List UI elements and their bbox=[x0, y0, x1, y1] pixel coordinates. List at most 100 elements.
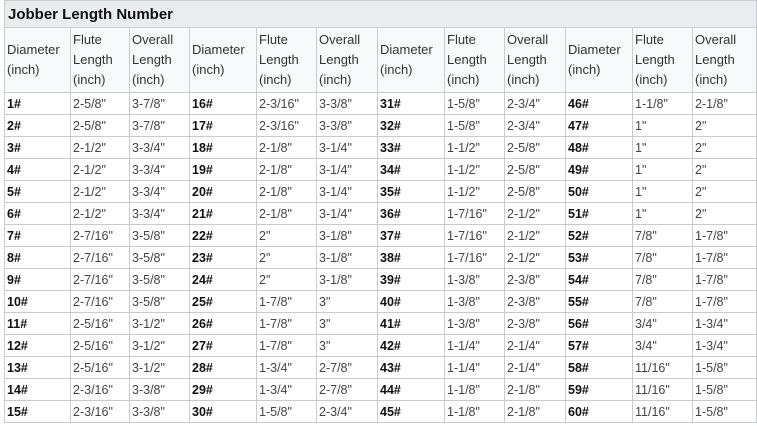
cell-flute-length: 1-1/2" bbox=[444, 158, 505, 181]
cell-flute-length: 2-1/8" bbox=[256, 158, 317, 181]
header-diameter-line: (inch) bbox=[380, 62, 413, 77]
cell-flute-length: 3/4" bbox=[632, 334, 693, 357]
cell-overall-length: 2-3/4" bbox=[504, 92, 566, 115]
header-overall-line: (inch) bbox=[319, 72, 352, 87]
cell-flute-length: 1-7/8" bbox=[256, 334, 317, 357]
cell-diameter: 39# bbox=[377, 268, 445, 291]
cell-overall-length: 3" bbox=[316, 334, 378, 357]
table-row: 5# 2-1/2" 3-3/4" 20# 2-1/8" 3-1/4" 35# 1-1/2" 2-… bbox=[4, 180, 757, 203]
cell-flute-length: 2-1/2" bbox=[70, 158, 130, 181]
header-flute-line: Flute bbox=[635, 32, 664, 47]
cell-flute-length: 1" bbox=[632, 114, 693, 137]
cell-diameter: 22# bbox=[189, 224, 257, 247]
cell-diameter: 52# bbox=[565, 224, 633, 247]
cell-overall-length: 2-5/8" bbox=[504, 136, 566, 159]
cell-diameter: 55# bbox=[565, 290, 633, 313]
cell-diameter: 48# bbox=[565, 136, 633, 159]
cell-diameter: 32# bbox=[377, 114, 445, 137]
cell-flute-length: 7/8" bbox=[632, 268, 693, 291]
cell-overall-length: 3-1/8" bbox=[316, 268, 378, 291]
cell-flute-length: 1-1/4" bbox=[444, 334, 505, 357]
cell-flute-length: 1-3/8" bbox=[444, 268, 505, 291]
header-overall: Overall Length (inch) bbox=[691, 27, 757, 93]
table-row: 10# 2-7/16" 3-5/8" 25# 1-7/8" 3" 40# 1-3/8" 2-3/… bbox=[4, 290, 757, 313]
cell-diameter: 33# bbox=[377, 136, 445, 159]
cell-overall-length: 1-7/8" bbox=[691, 290, 757, 313]
cell-overall-length: 3-7/8" bbox=[129, 114, 190, 137]
cell-diameter: 19# bbox=[189, 158, 257, 181]
cell-overall-length: 3" bbox=[316, 312, 378, 335]
cell-overall-length: 2" bbox=[691, 180, 757, 203]
cell-flute-length: 1-5/8" bbox=[444, 114, 505, 137]
header-overall-line: Overall bbox=[507, 32, 549, 47]
cell-diameter: 29# bbox=[189, 378, 257, 401]
cell-diameter: 51# bbox=[565, 202, 633, 225]
cell-diameter: 18# bbox=[189, 136, 257, 159]
header-overall-line: (inch) bbox=[507, 72, 540, 87]
cell-diameter: 31# bbox=[377, 92, 445, 115]
cell-diameter: 14# bbox=[4, 378, 71, 401]
cell-diameter: 15# bbox=[4, 400, 71, 423]
cell-diameter: 25# bbox=[189, 290, 257, 313]
cell-diameter: 7# bbox=[4, 224, 71, 247]
cell-flute-length: 2-3/16" bbox=[256, 92, 317, 115]
header-flute-line: (inch) bbox=[447, 72, 480, 87]
cell-overall-length: 1-5/8" bbox=[691, 356, 757, 379]
cell-overall-length: 3-3/4" bbox=[129, 180, 190, 203]
header-flute-line: Length bbox=[73, 52, 113, 67]
cell-diameter: 40# bbox=[377, 290, 445, 313]
cell-diameter: 45# bbox=[377, 400, 445, 423]
cell-flute-length: 1-7/8" bbox=[256, 312, 317, 335]
table-body: 1# 2-5/8" 3-7/8" 16# 2-3/16" 3-3/8" 31# 1-5/8" 2… bbox=[4, 92, 757, 423]
cell-flute-length: 7/8" bbox=[632, 246, 693, 269]
cell-overall-length: 3-1/4" bbox=[316, 202, 378, 225]
cell-overall-length: 3-1/2" bbox=[129, 356, 190, 379]
cell-overall-length: 2-1/4" bbox=[504, 356, 566, 379]
cell-flute-length: 2-1/8" bbox=[256, 136, 317, 159]
header-overall-line: Overall bbox=[695, 32, 737, 47]
cell-overall-length: 3-3/4" bbox=[129, 136, 190, 159]
cell-diameter: 56# bbox=[565, 312, 633, 335]
cell-diameter: 23# bbox=[189, 246, 257, 269]
cell-diameter: 24# bbox=[189, 268, 257, 291]
table-row: 13# 2-5/16" 3-1/2" 28# 1-3/4" 2-7/8" 43# 1-1/4"… bbox=[4, 356, 757, 379]
header-overall-line: Overall bbox=[132, 32, 174, 47]
cell-overall-length: 3-3/8" bbox=[129, 378, 190, 401]
cell-diameter: 6# bbox=[4, 202, 71, 225]
cell-diameter: 36# bbox=[377, 202, 445, 225]
cell-diameter: 4# bbox=[4, 158, 71, 181]
cell-flute-length: 2-3/16" bbox=[256, 114, 317, 137]
cell-overall-length: 2" bbox=[691, 158, 757, 181]
cell-flute-length: 2-7/16" bbox=[70, 224, 130, 247]
cell-overall-length: 1-7/8" bbox=[691, 224, 757, 247]
cell-diameter: 41# bbox=[377, 312, 445, 335]
header-flute-line: (inch) bbox=[73, 72, 106, 87]
table-row: 15# 2-3/16" 3-3/8" 30# 1-5/8" 2-3/4" 45# 1-1/8"… bbox=[4, 400, 757, 423]
cell-overall-length: 1-5/8" bbox=[691, 400, 757, 423]
cell-diameter: 3# bbox=[4, 136, 71, 159]
cell-overall-length: 2-5/8" bbox=[504, 158, 566, 181]
cell-overall-length: 3-3/4" bbox=[129, 158, 190, 181]
cell-overall-length: 1-7/8" bbox=[691, 246, 757, 269]
cell-flute-length: 1-7/16" bbox=[444, 224, 505, 247]
cell-flute-length: 1-5/8" bbox=[444, 92, 505, 115]
header-flute-line: (inch) bbox=[635, 72, 668, 87]
table-row: 9# 2-7/16" 3-5/8" 24# 2" 3-1/8" 39# 1-3/8" 2-3/8… bbox=[4, 268, 757, 291]
cell-overall-length: 2-3/8" bbox=[504, 268, 566, 291]
table-row: 12# 2-5/16" 3-1/2" 27# 1-7/8" 3" 42# 1-1/4" 2-1/… bbox=[4, 334, 757, 357]
header-overall-line: (inch) bbox=[132, 72, 165, 87]
cell-flute-length: 2-7/16" bbox=[70, 290, 130, 313]
cell-diameter: 35# bbox=[377, 180, 445, 203]
header-flute-line: Flute bbox=[259, 32, 288, 47]
cell-flute-length: 1-3/8" bbox=[444, 290, 505, 313]
cell-diameter: 59# bbox=[565, 378, 633, 401]
cell-diameter: 17# bbox=[189, 114, 257, 137]
cell-diameter: 21# bbox=[189, 202, 257, 225]
cell-diameter: 2# bbox=[4, 114, 71, 137]
header-flute-line: Flute bbox=[73, 32, 102, 47]
cell-overall-length: 3-3/8" bbox=[316, 92, 378, 115]
cell-diameter: 16# bbox=[189, 92, 257, 115]
cell-flute-length: 2-5/16" bbox=[70, 356, 130, 379]
cell-overall-length: 2-1/8" bbox=[504, 400, 566, 423]
header-diameter-line: Diameter bbox=[7, 42, 60, 57]
